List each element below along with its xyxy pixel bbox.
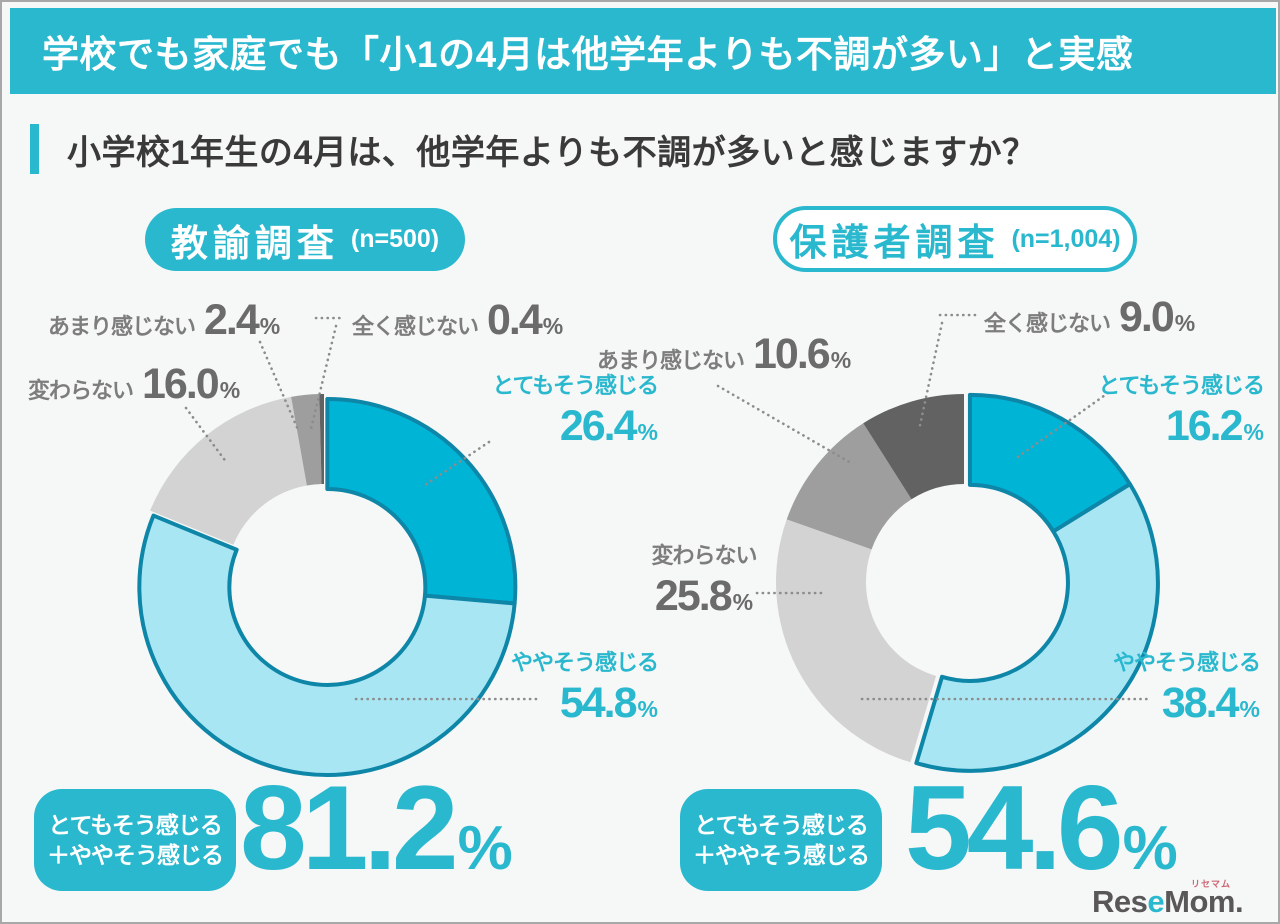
segment-label-parents-not-much: あまり感じない 10.6% [597,330,852,378]
summary-line2: ＋ややそう感じる [47,842,224,868]
donut-segment [319,394,324,485]
segment-label-parents-somewhat: ややそう感じる 38.4% [1112,650,1261,727]
donut-segment [776,519,937,763]
leader-line [420,440,491,489]
summary-line1: とてもそう感じる [48,812,223,838]
header-band: 学校でも家庭でも「小1の4月は他学年よりも不調が多い」と実感 [10,8,1276,94]
donut-segment [137,513,517,777]
segment-label-teachers-not-much: あまり感じない 2.4% [48,296,281,344]
survey-pill-teachers: 教諭調査 (n=500) [145,208,465,271]
segment-label-teachers-no-change: 変わらない 16.0% [28,360,241,408]
leader-lines [184,313,1152,701]
survey-title-parents: 保護者調査 [789,222,1000,263]
question-accent-bar [30,124,39,174]
segment-label-parents-no-change: 変わらない 25.8% [651,543,757,620]
question-text: 小学校1年生の4月は、他学年よりも不調が多いと感じますか？ [67,133,1037,172]
donut-segment [150,396,307,545]
sample-size-parents: (n=1,004) [1011,224,1121,253]
leader-line [917,321,944,432]
segment-label-teachers-not-at-all: 全く感じない 0.4% [352,296,564,344]
resemom-logo: リセマム ReseMom. [1092,879,1244,919]
segment-label-parents-not-at-all: 全く感じない 9.0% [984,293,1196,341]
leader-line [716,384,853,465]
page-title: 学校でも家庭でも「小1の4月は他学年よりも不調が多い」と実感 [42,34,1134,75]
donut-segment [325,396,518,606]
leader-line [184,406,229,465]
summary-value-parents: 54.6% [905,761,1178,895]
segment-label-teachers-somewhat: ややそう感じる 54.8% [510,650,659,727]
sample-size-teachers: (n=500) [350,225,440,253]
summary-line1: とてもそう感じる [694,812,869,838]
survey-title-teachers: 教諭調査 [170,222,339,264]
summary-value-teachers: 81.2% [240,761,513,895]
leader-line [309,324,338,431]
summary-line2: ＋ややそう感じる [693,842,870,868]
donut-chart-teachers [137,394,518,777]
logo-ruby-text: リセマム [1191,879,1232,889]
segment-label-parents-very-much: とてもそう感じる 16.2% [1098,373,1265,450]
leader-line [258,340,301,434]
question-row: 小学校1年生の4月は、他学年よりも不調が多いと感じますか？ [30,124,1037,174]
donut-segment [786,423,912,550]
survey-pill-parents: 保護者調査 (n=1,004) [773,206,1137,272]
donut-segment [863,394,964,500]
summary-box-parents: とてもそう感じる ＋ややそう感じる [680,789,882,891]
segment-label-teachers-very-much: とてもそう感じる 26.4% [492,373,659,450]
leader-line [1013,391,1110,461]
summary-box-teachers: とてもそう感じる ＋ややそう感じる [34,789,236,891]
